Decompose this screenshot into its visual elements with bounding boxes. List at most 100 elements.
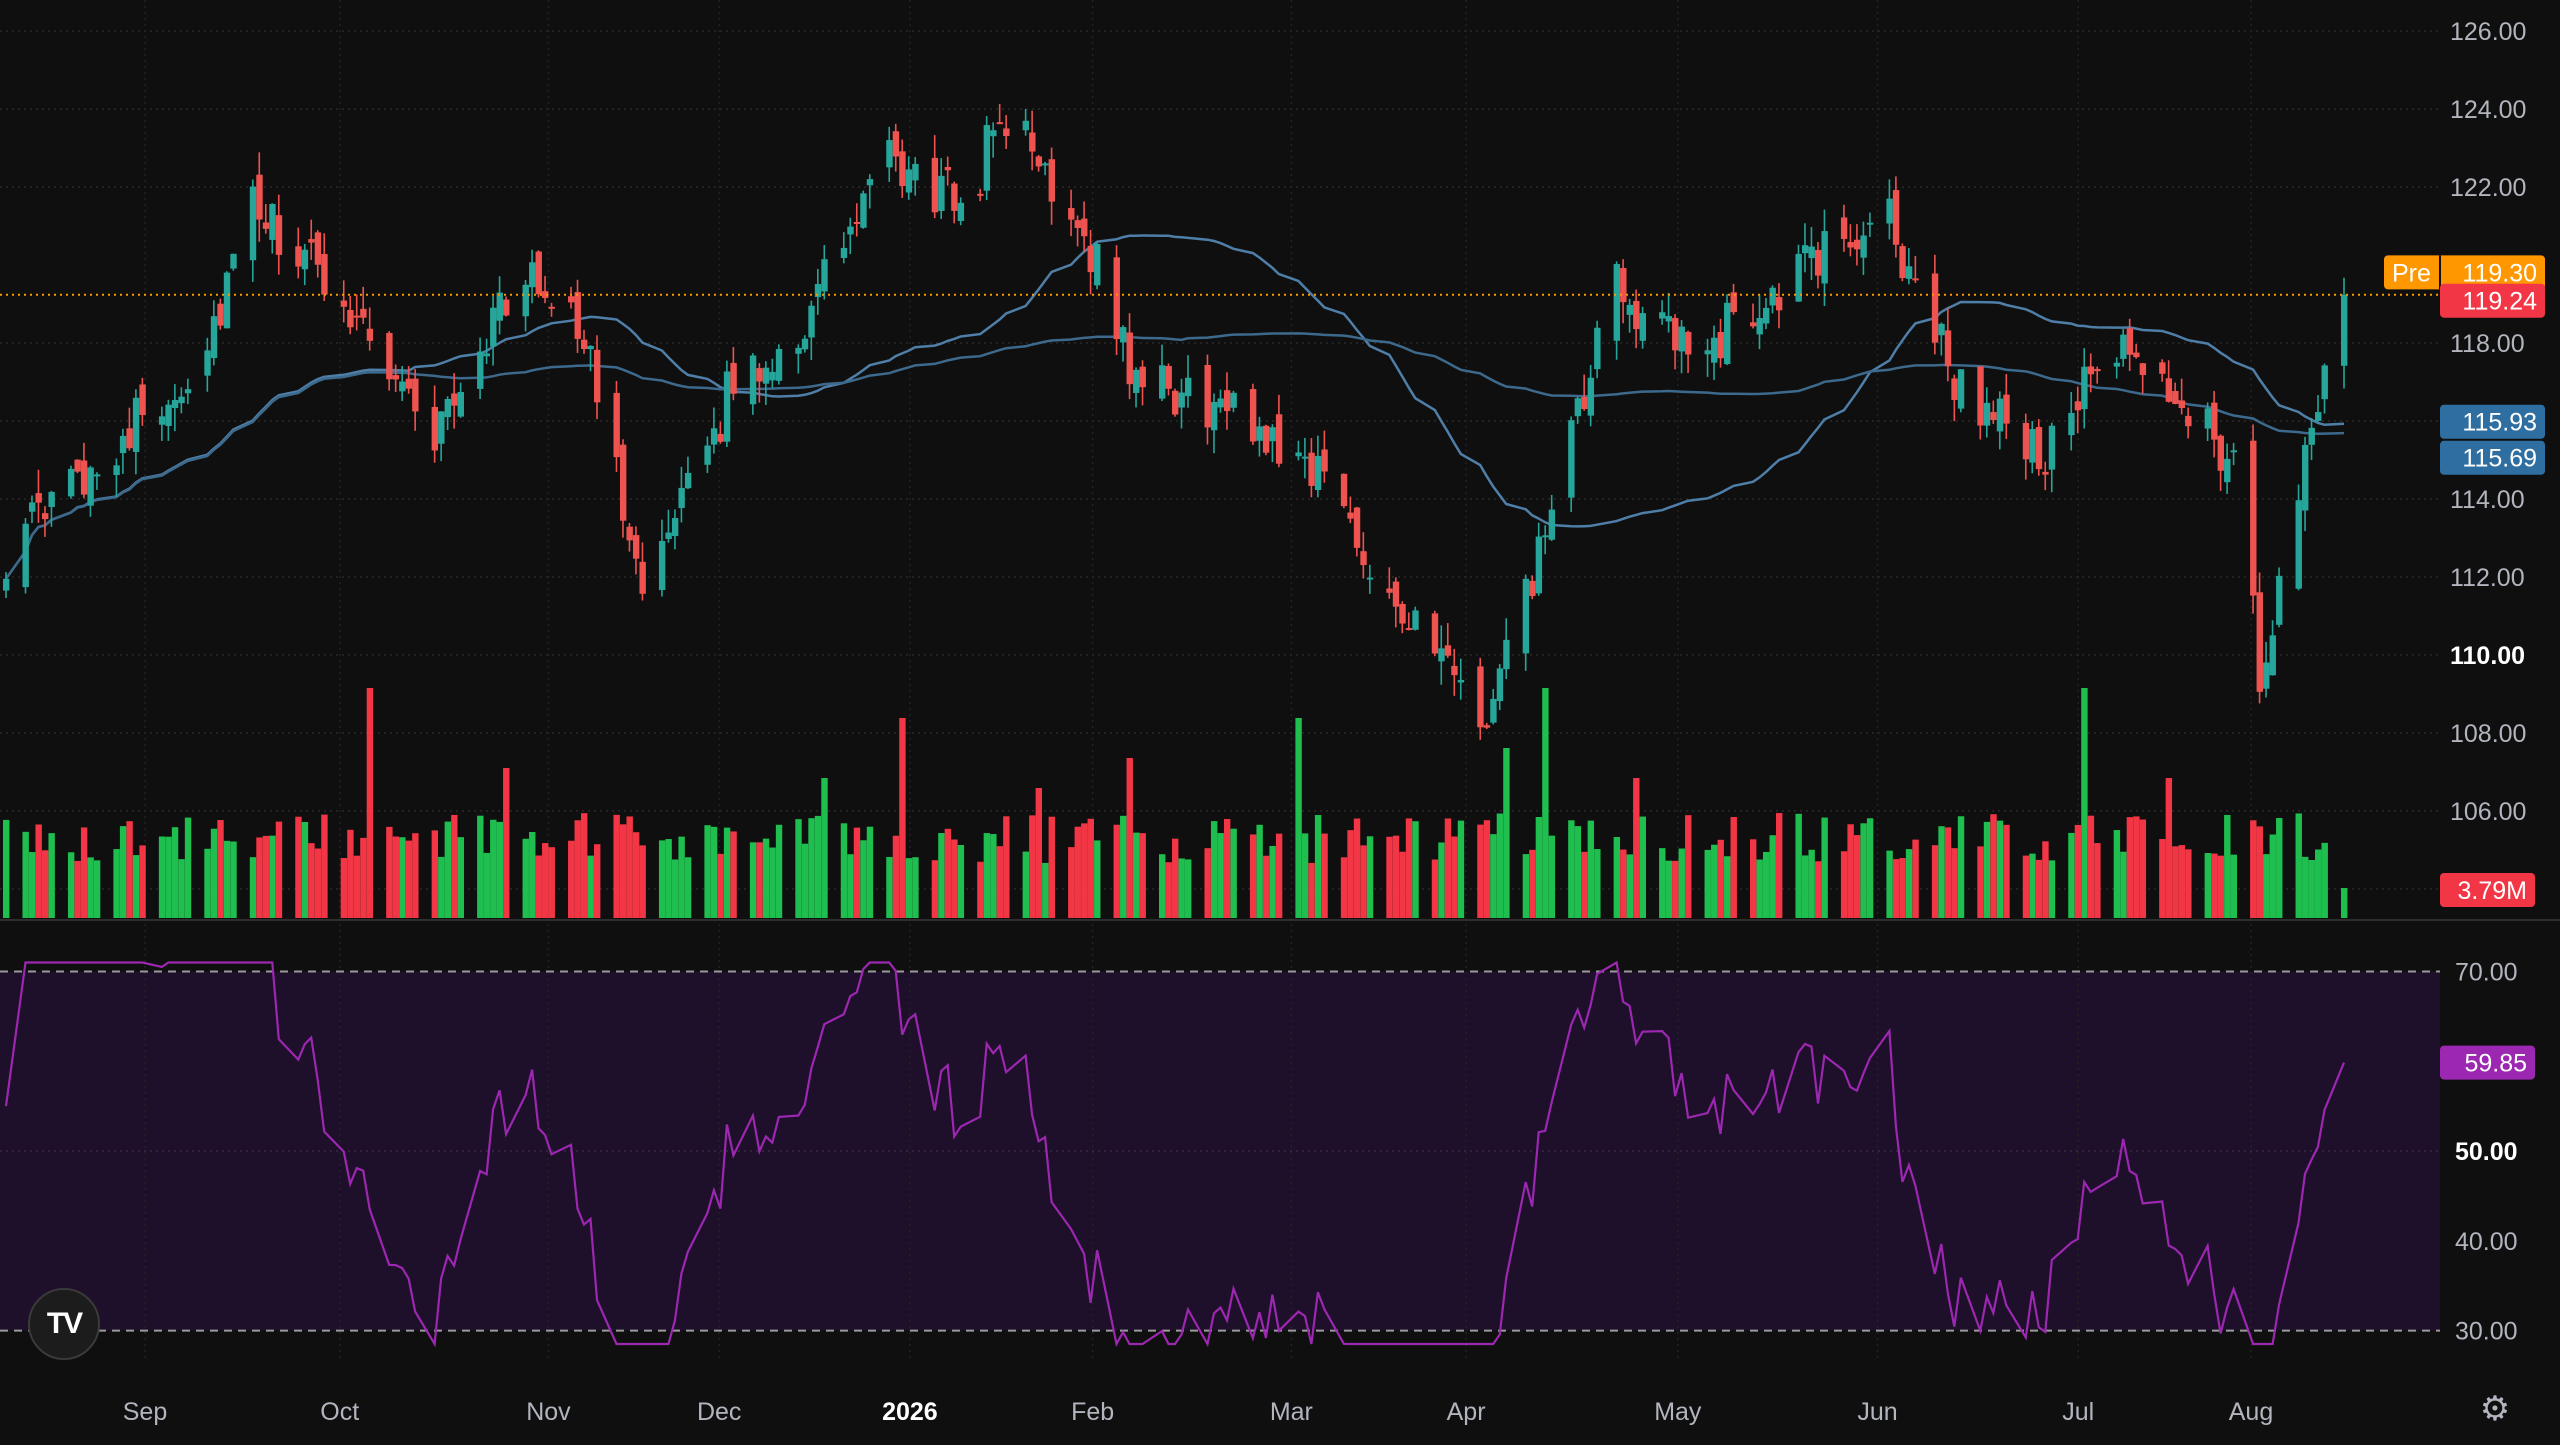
candle[interactable] <box>347 295 354 335</box>
candle[interactable] <box>658 519 666 597</box>
candle[interactable] <box>568 286 575 309</box>
candle[interactable] <box>1094 242 1101 290</box>
candle[interactable] <box>1717 318 1724 368</box>
candle[interactable] <box>1360 532 1367 579</box>
candle[interactable] <box>1756 294 1763 350</box>
candle[interactable] <box>2295 484 2302 591</box>
candle[interactable] <box>457 382 465 418</box>
candle[interactable] <box>2276 567 2283 628</box>
candle[interactable] <box>821 245 828 300</box>
candle[interactable] <box>1223 372 1231 430</box>
candle[interactable] <box>1821 209 1828 307</box>
candle[interactable] <box>1750 303 1757 329</box>
candle[interactable] <box>275 194 283 275</box>
candle[interactable] <box>957 197 965 226</box>
candle[interactable] <box>529 249 536 304</box>
candle[interactable] <box>1003 115 1010 150</box>
candle[interactable] <box>1399 601 1406 634</box>
candle[interactable] <box>1295 440 1302 461</box>
candle[interactable] <box>1892 176 1900 258</box>
candle[interactable] <box>2120 329 2127 367</box>
candle[interactable] <box>1678 320 1685 374</box>
candle[interactable] <box>795 344 802 374</box>
candle[interactable] <box>1042 161 1049 176</box>
candle[interactable] <box>1574 396 1582 424</box>
candle[interactable] <box>749 353 757 415</box>
candle[interactable] <box>1035 154 1043 172</box>
candle[interactable] <box>204 337 211 392</box>
candle[interactable] <box>1113 245 1120 356</box>
candle[interactable] <box>886 126 893 182</box>
candle[interactable] <box>1886 179 1893 240</box>
candle[interactable] <box>1905 247 1913 285</box>
candle[interactable] <box>314 230 322 278</box>
candle[interactable] <box>2074 386 2082 434</box>
candle[interactable] <box>386 331 393 391</box>
candle[interactable] <box>2185 407 2192 439</box>
candle[interactable] <box>1314 435 1322 498</box>
candle[interactable] <box>1535 522 1543 596</box>
candle[interactable] <box>1724 294 1731 366</box>
candle[interactable] <box>1184 355 1192 408</box>
candle[interactable] <box>639 542 646 601</box>
candle[interactable] <box>340 280 348 323</box>
candle[interactable] <box>2269 620 2276 676</box>
candle[interactable] <box>1068 189 1075 237</box>
candle[interactable] <box>412 369 419 431</box>
candle[interactable] <box>990 122 997 158</box>
candle[interactable] <box>756 363 763 403</box>
candle[interactable] <box>1204 354 1211 445</box>
candle[interactable] <box>230 253 237 271</box>
candle[interactable] <box>2256 572 2263 704</box>
candle[interactable] <box>399 365 406 402</box>
candle[interactable] <box>308 219 315 260</box>
candle[interactable] <box>762 361 770 405</box>
candle[interactable] <box>28 495 36 524</box>
candle[interactable] <box>2139 362 2147 394</box>
candle[interactable] <box>775 344 783 385</box>
candle[interactable] <box>477 337 484 399</box>
candle[interactable] <box>2003 374 2010 440</box>
candle[interactable] <box>1269 424 1276 463</box>
candle[interactable] <box>1477 657 1484 740</box>
candle[interactable] <box>1120 325 1127 362</box>
candle[interactable] <box>996 104 1004 125</box>
candle[interactable] <box>2042 461 2049 491</box>
candle[interactable] <box>1483 722 1491 730</box>
candle[interactable] <box>1633 289 1640 349</box>
candle[interactable] <box>840 232 848 264</box>
candle[interactable] <box>1620 259 1627 324</box>
candle[interactable] <box>184 378 192 405</box>
candle[interactable] <box>2178 378 2186 415</box>
candle[interactable] <box>1048 147 1056 225</box>
candle[interactable] <box>2165 360 2173 403</box>
candle[interactable] <box>2094 366 2101 384</box>
candle[interactable] <box>730 347 737 401</box>
candle[interactable] <box>2087 353 2095 393</box>
candle[interactable] <box>704 436 711 473</box>
candle[interactable] <box>1847 224 1854 257</box>
candle[interactable] <box>801 335 809 353</box>
candle[interactable] <box>223 271 231 329</box>
candle[interactable] <box>1775 283 1783 329</box>
candle[interactable] <box>1503 618 1510 679</box>
candle[interactable] <box>22 517 29 594</box>
candle[interactable] <box>593 335 601 420</box>
candle[interactable] <box>249 179 257 282</box>
candle[interactable] <box>1301 437 1309 479</box>
candle[interactable] <box>1457 658 1465 700</box>
candle[interactable] <box>892 123 900 172</box>
candle[interactable] <box>126 407 133 451</box>
candle[interactable] <box>295 227 302 279</box>
candle[interactable] <box>1275 394 1283 468</box>
candle[interactable] <box>548 302 555 317</box>
candle[interactable] <box>3 572 10 598</box>
candle[interactable] <box>496 276 503 335</box>
candle[interactable] <box>1996 391 2004 450</box>
candle[interactable] <box>1840 204 1848 252</box>
candle[interactable] <box>1931 254 1939 355</box>
candle[interactable] <box>1230 390 1237 413</box>
candle[interactable] <box>860 190 867 229</box>
candle[interactable] <box>626 522 633 552</box>
